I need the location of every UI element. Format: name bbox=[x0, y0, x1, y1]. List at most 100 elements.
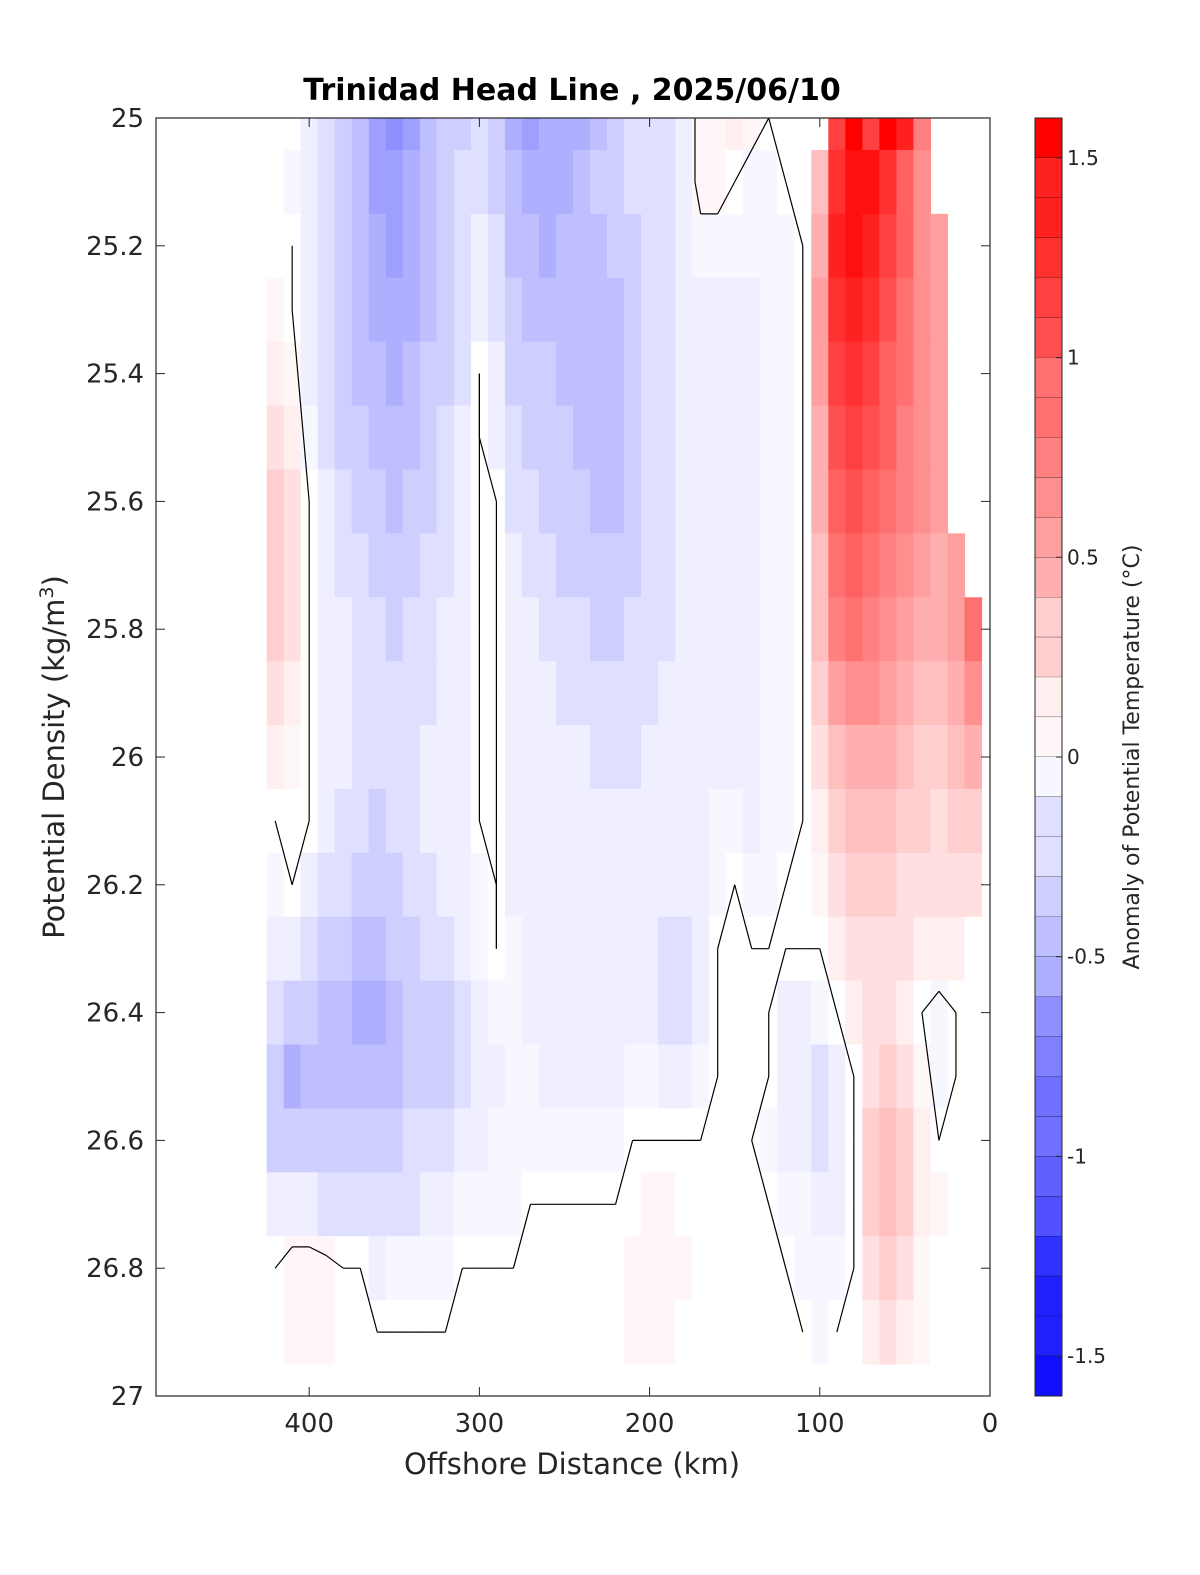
zero-contour-segment bbox=[751, 1140, 770, 1205]
heatmap-cell bbox=[845, 980, 863, 1046]
heatmap-cell bbox=[266, 597, 285, 662]
heatmap-cell bbox=[351, 118, 370, 151]
heatmap-cell bbox=[555, 725, 574, 790]
heatmap-cell bbox=[777, 469, 795, 534]
colorbar-band bbox=[1035, 1036, 1062, 1077]
heatmap-cell bbox=[419, 533, 438, 598]
heatmap-cell bbox=[862, 916, 880, 982]
heatmap-cell bbox=[913, 533, 932, 598]
heatmap-cell bbox=[743, 118, 761, 151]
heatmap-cell bbox=[641, 980, 659, 1046]
heatmap-cell bbox=[692, 788, 710, 854]
heatmap-cell bbox=[385, 213, 404, 279]
heatmap-cell bbox=[760, 1300, 778, 1365]
heatmap-cell bbox=[828, 916, 846, 982]
heatmap-cell bbox=[624, 916, 642, 982]
heatmap-cell bbox=[692, 980, 710, 1046]
heatmap-cell bbox=[470, 1300, 489, 1365]
heatmap-cell bbox=[794, 1236, 812, 1301]
colorbar-band bbox=[1035, 437, 1062, 478]
heatmap-cell bbox=[607, 213, 625, 279]
heatmap-cell bbox=[641, 852, 659, 918]
heatmap-cell bbox=[487, 916, 506, 982]
heatmap-cell bbox=[385, 341, 404, 407]
heatmap-cell bbox=[436, 149, 455, 215]
heatmap-cell bbox=[555, 916, 574, 982]
zero-contour-segment bbox=[308, 1246, 327, 1256]
heatmap-cell bbox=[930, 597, 949, 662]
heatmap-cell bbox=[879, 1108, 897, 1173]
heatmap-cell bbox=[334, 788, 353, 854]
y-tick-label: 26.4 bbox=[86, 999, 144, 1029]
zero-contour-segment bbox=[478, 820, 497, 885]
heatmap-cell bbox=[675, 213, 693, 279]
heatmap-cell bbox=[368, 533, 387, 598]
heatmap-cell bbox=[419, 1236, 438, 1301]
heatmap-cell bbox=[317, 597, 336, 662]
heatmap-cell bbox=[726, 980, 744, 1046]
heatmap-cell bbox=[453, 725, 472, 790]
heatmap-cell bbox=[504, 725, 523, 790]
heatmap-cell bbox=[283, 469, 302, 534]
heatmap-cell bbox=[726, 118, 744, 151]
heatmap-cell bbox=[334, 1172, 353, 1237]
heatmap-cell bbox=[334, 980, 353, 1046]
heatmap-cell bbox=[317, 661, 336, 726]
heatmap-cell bbox=[453, 405, 472, 471]
heatmap-cell bbox=[266, 1300, 285, 1365]
heatmap-cell bbox=[351, 788, 370, 854]
heatmap-cell bbox=[504, 916, 523, 982]
heatmap-cell bbox=[845, 661, 863, 726]
heatmap-cell bbox=[930, 533, 949, 598]
heatmap-cell bbox=[555, 1044, 574, 1110]
heatmap-cell bbox=[419, 725, 438, 790]
zero-contour-segment bbox=[938, 1076, 957, 1141]
heatmap-cell bbox=[351, 661, 370, 726]
heatmap-cell bbox=[641, 597, 659, 662]
heatmap-cell bbox=[896, 469, 915, 534]
colorbar-band bbox=[1035, 317, 1062, 359]
heatmap-cell bbox=[317, 1108, 336, 1173]
heatmap-cell bbox=[624, 405, 642, 471]
heatmap-cell bbox=[573, 980, 591, 1046]
heatmap-cell bbox=[658, 1044, 676, 1110]
heatmap-cell bbox=[436, 213, 455, 279]
heatmap-cell bbox=[538, 213, 557, 279]
heatmap-cell bbox=[879, 725, 897, 790]
heatmap-cell bbox=[862, 277, 880, 343]
heatmap-cell bbox=[930, 788, 949, 854]
heatmap-cell bbox=[538, 1300, 557, 1365]
heatmap-cell bbox=[504, 1172, 523, 1237]
heatmap-cell bbox=[641, 1044, 659, 1110]
x-tick-label: 400 bbox=[284, 1409, 334, 1439]
heatmap-cell bbox=[402, 277, 421, 343]
colorbar-band bbox=[1035, 118, 1062, 159]
heatmap-cell bbox=[453, 118, 472, 151]
heatmap-cell bbox=[811, 661, 829, 726]
heatmap-cell bbox=[504, 1108, 523, 1173]
heatmap-cell bbox=[573, 788, 591, 854]
heatmap-cell bbox=[913, 469, 932, 534]
heatmap-cell bbox=[607, 149, 625, 215]
heatmap-cell bbox=[538, 277, 557, 343]
heatmap-cell bbox=[811, 277, 829, 343]
heatmap-cell bbox=[317, 405, 336, 471]
heatmap-cell bbox=[760, 533, 778, 598]
heatmap-cell bbox=[743, 277, 761, 343]
colorbar-band bbox=[1035, 277, 1062, 319]
heatmap-cell bbox=[300, 149, 319, 215]
heatmap-cell bbox=[947, 788, 966, 854]
heatmap-cell bbox=[300, 1172, 319, 1237]
heatmap-cell bbox=[658, 661, 676, 726]
heatmap-cell bbox=[607, 1300, 625, 1365]
heatmap-cell bbox=[317, 1044, 336, 1110]
heatmap-cell bbox=[317, 788, 336, 854]
zero-contour-segment bbox=[751, 118, 770, 151]
y-tick-label: 27 bbox=[111, 1382, 144, 1412]
heatmap-cell bbox=[675, 1044, 693, 1110]
heatmap-cell bbox=[555, 118, 574, 151]
heatmap-cell bbox=[743, 725, 761, 790]
heatmap-cell bbox=[692, 213, 710, 279]
heatmap-cell bbox=[317, 852, 336, 918]
y-tick-label: 26.2 bbox=[86, 871, 144, 901]
